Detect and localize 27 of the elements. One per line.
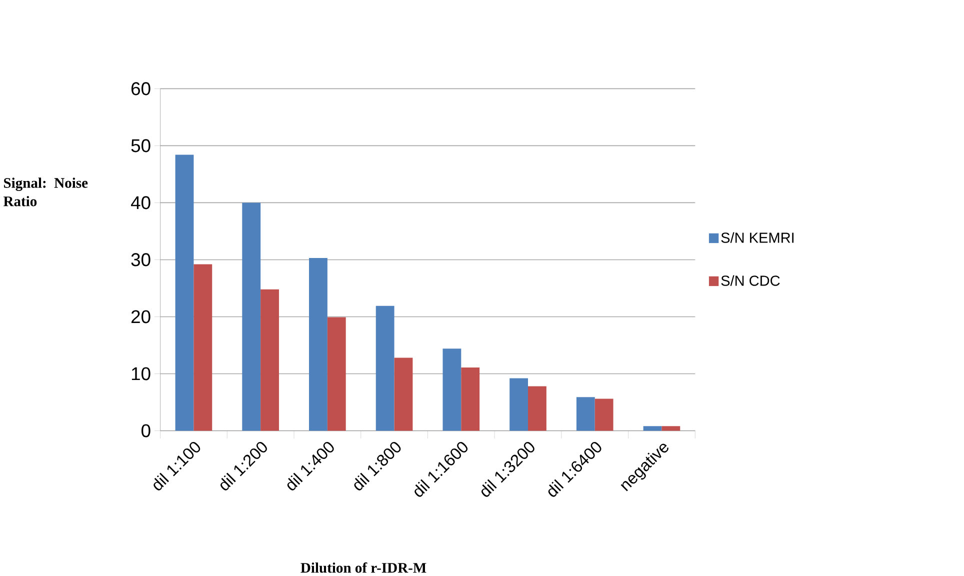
- bar: [528, 386, 546, 431]
- y-tick-label: 50: [131, 139, 150, 152]
- bar: [242, 202, 261, 431]
- y-tick-label: 30: [131, 253, 150, 266]
- bar: [260, 289, 279, 431]
- bar: [175, 154, 194, 431]
- bar: [461, 367, 480, 431]
- legend-label: S/N KEMRI: [721, 232, 794, 243]
- y-tick-label: 10: [132, 367, 150, 380]
- y-tick-label: 0: [142, 424, 150, 438]
- bar: [643, 426, 662, 431]
- legend-label: S/N CDC: [721, 275, 780, 286]
- bar: [510, 378, 528, 431]
- bar: [576, 397, 595, 431]
- x-axis-title: Dilution of r-IDR-M: [300, 562, 426, 573]
- bar: [309, 258, 328, 431]
- y-tick-label: 60: [131, 82, 150, 96]
- y-axis-title: Signal: Noise Ratio: [3, 178, 88, 206]
- bar: [594, 398, 614, 431]
- bar: [376, 306, 394, 431]
- y-tick-label: 20: [131, 310, 150, 324]
- y-tick-label: 40: [130, 196, 150, 210]
- bar: [442, 348, 462, 431]
- bar: [327, 317, 346, 431]
- bar: [194, 264, 212, 431]
- bar: [394, 358, 413, 431]
- bar: [662, 426, 680, 431]
